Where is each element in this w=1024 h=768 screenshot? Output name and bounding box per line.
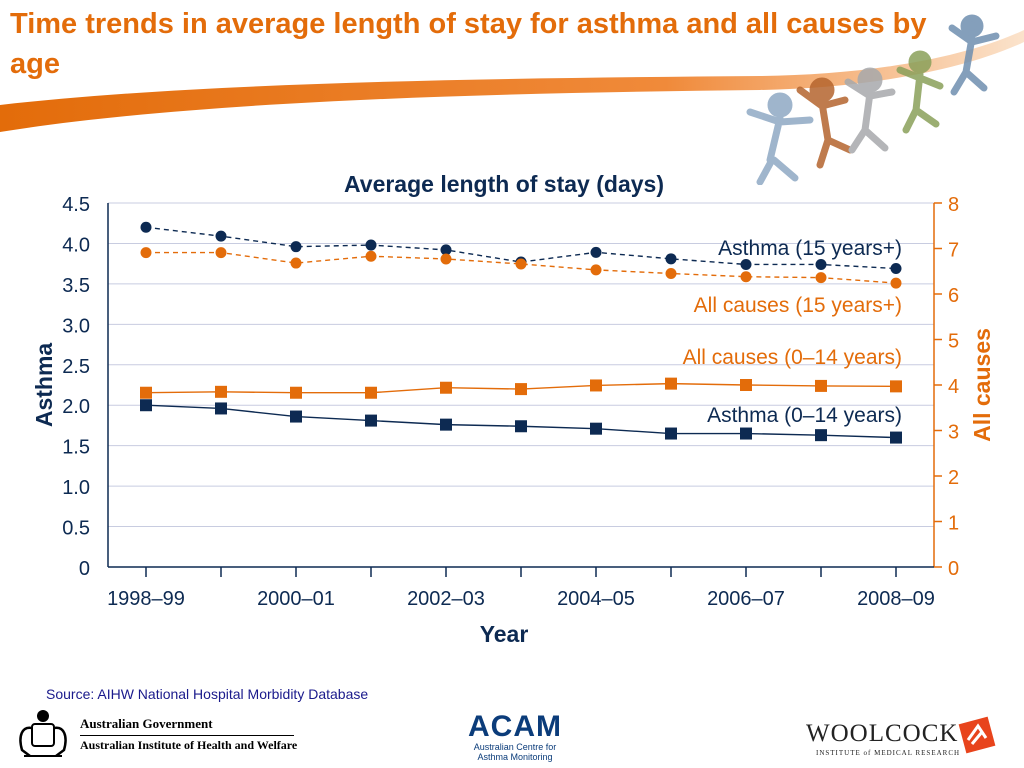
acam-subtitle-2: Asthma Monitoring	[477, 752, 553, 762]
data-point	[290, 410, 302, 423]
left-tick-label: 1.0	[62, 477, 90, 499]
acam-subtitle-1: Australian Centre for	[473, 742, 557, 752]
data-point	[140, 386, 152, 399]
x-tick-label: 2008–09	[857, 588, 935, 610]
right-tick-label: 1	[948, 513, 959, 535]
data-point	[290, 241, 302, 253]
data-point	[215, 230, 227, 242]
right-tick-label: 6	[948, 285, 959, 307]
series-label: Asthma (15 years+)	[718, 237, 902, 260]
australian-government-logo: Australian Government Australian Institu…	[12, 706, 312, 762]
left-tick-label: 4.5	[62, 194, 90, 216]
data-point	[590, 264, 602, 276]
data-point	[515, 383, 527, 396]
data-point	[890, 380, 902, 393]
woolcock-subtitle: INSTITUTE of MEDICAL RESEARCH	[816, 749, 961, 757]
data-point	[590, 379, 602, 392]
right-tick-label: 7	[948, 240, 959, 262]
data-point	[815, 258, 827, 270]
series-label: All causes (0–14 years)	[683, 346, 902, 369]
data-point	[740, 271, 752, 283]
data-point	[215, 402, 227, 415]
right-tick-label: 0	[948, 558, 959, 580]
data-point	[665, 253, 677, 265]
source-note: Source: AIHW National Hospital Morbidity…	[46, 686, 369, 702]
data-point	[290, 257, 302, 269]
gov-line1: Australian Government	[80, 716, 213, 731]
acam-wordmark: ACAM	[468, 710, 562, 743]
data-point	[665, 377, 677, 390]
data-point	[365, 414, 377, 427]
data-point	[365, 386, 377, 399]
data-point	[440, 253, 452, 265]
data-point	[290, 386, 302, 399]
data-point	[740, 379, 752, 391]
x-tick-label: 1998–99	[107, 588, 185, 610]
left-tick-label: 2.5	[62, 356, 90, 378]
data-point	[815, 379, 827, 392]
dancing-figures-decoration	[746, 14, 1000, 185]
left-tick-label: 2.0	[62, 396, 90, 418]
woolcock-emblem-icon	[958, 716, 996, 754]
data-point	[740, 258, 752, 270]
data-point	[890, 431, 902, 444]
series-label: Asthma (0–14 years)	[707, 404, 902, 427]
left-tick-label: 4.0	[62, 234, 90, 256]
data-point	[665, 427, 677, 440]
x-tick-label: 2004–05	[557, 588, 635, 610]
data-point	[440, 244, 452, 256]
length-of-stay-chart: Average length of stay (days) 0 0.5 1.0 1.5…	[31, 171, 995, 647]
data-point	[140, 399, 152, 412]
header-swoosh	[0, 30, 1024, 132]
gov-line2: Australian Institute of Health and Welfa…	[80, 738, 298, 752]
data-point	[740, 427, 752, 440]
data-point	[140, 247, 152, 259]
woolcock-wordmark: WOOLCOCK	[806, 720, 959, 747]
data-point	[815, 429, 827, 442]
chart-title: Average length of stay (days)	[344, 171, 664, 197]
data-point	[590, 246, 602, 258]
left-tick-label: 3.0	[62, 315, 90, 337]
slide-title: Time trends in average length of stay fo…	[10, 8, 927, 80]
right-tick-label: 4	[948, 376, 959, 398]
data-point	[365, 239, 377, 251]
data-point	[515, 258, 527, 270]
data-point	[440, 381, 452, 394]
left-tick-label: 1.5	[62, 437, 90, 459]
data-point	[215, 247, 227, 259]
right-tick-label: 2	[948, 467, 959, 489]
acam-logo: ACAM Australian Centre for Asthma Monito…	[455, 710, 575, 763]
data-point	[815, 272, 827, 284]
data-point	[440, 418, 452, 431]
coat-of-arms-icon	[19, 710, 67, 757]
right-tick-label: 8	[948, 194, 959, 216]
x-tick-label: 2000–01	[257, 588, 335, 610]
right-tick-label: 5	[948, 331, 959, 353]
data-point	[665, 268, 677, 280]
series-line	[145, 226, 897, 270]
data-point	[890, 263, 902, 275]
left-tick-label: 0	[79, 558, 90, 580]
data-point	[365, 250, 377, 262]
series-label: All causes (15 years+)	[694, 294, 902, 317]
x-axis-title: Year	[480, 621, 529, 647]
data-point	[590, 422, 602, 435]
data-point	[890, 277, 902, 289]
left-axis-title: Asthma	[31, 343, 57, 428]
right-tick-label: 3	[948, 422, 959, 444]
gov-divider	[80, 735, 294, 736]
right-axis-title: All causes	[969, 328, 995, 442]
left-tick-label: 3.5	[62, 275, 90, 297]
data-point	[215, 385, 227, 398]
data-point	[515, 420, 527, 433]
x-tick-label: 2002–03	[407, 588, 485, 610]
data-point	[140, 221, 152, 233]
x-tick-label: 2006–07	[707, 588, 785, 610]
woolcock-logo: WOOLCOCK INSTITUTE of MEDICAL RESEARCH	[806, 712, 1006, 762]
left-tick-label: 0.5	[62, 518, 90, 540]
